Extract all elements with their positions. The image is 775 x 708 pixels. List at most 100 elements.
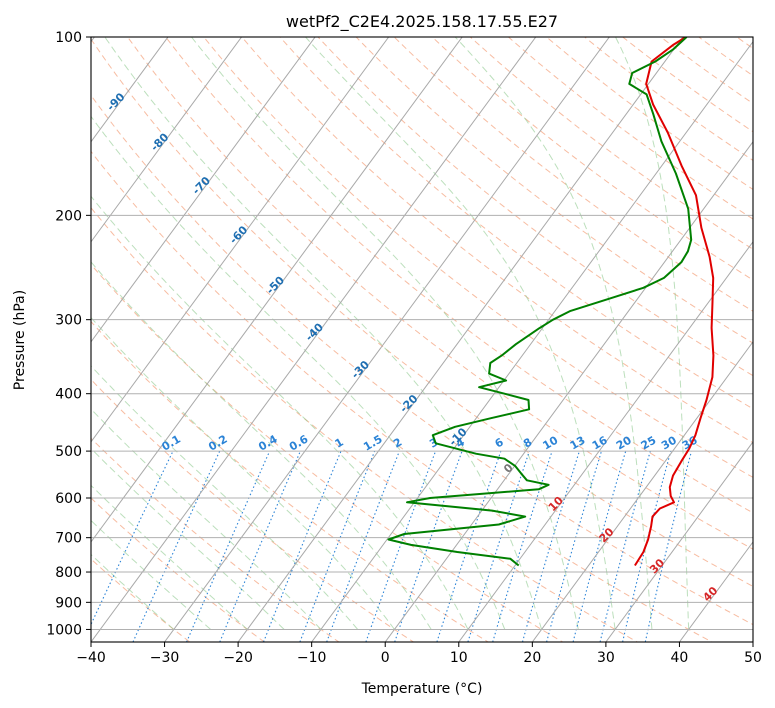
y-tick-label: 1000 xyxy=(46,622,82,638)
moist-adiabat-line xyxy=(305,37,616,630)
mixing-ratio-line xyxy=(622,450,672,642)
isotherm-line xyxy=(91,37,169,143)
isotherm-label: -90 xyxy=(104,90,127,113)
isotherm-line xyxy=(91,37,537,642)
isotherm-label-warm: 10 xyxy=(546,494,566,514)
isotherm-label: -30 xyxy=(349,358,372,381)
dry-adiabat-line xyxy=(165,37,753,514)
y-axis-ticks: 100 200 300 400 500 600 700 800 900 1000 xyxy=(46,30,91,638)
x-tick-label: −30 xyxy=(150,650,180,666)
mixing-ratio-line xyxy=(546,450,603,642)
dewpoint-profile-line xyxy=(387,37,693,567)
isotherm-line xyxy=(678,541,753,642)
isotherm-label: -80 xyxy=(148,130,171,153)
x-tick-label: 20 xyxy=(523,650,541,666)
isotherm-line xyxy=(163,37,610,642)
plot-frame xyxy=(90,36,754,643)
y-tick-label: 200 xyxy=(55,208,82,224)
mixing-ratio-line xyxy=(326,450,400,642)
dry-adiabat-line xyxy=(431,37,753,281)
mixing-ratio-line xyxy=(599,450,651,642)
mixing-ratio-label: 6 xyxy=(493,435,506,450)
dry-adiabat-line xyxy=(545,37,753,191)
y-tick-label: 500 xyxy=(55,444,82,460)
y-tick-label: 700 xyxy=(55,531,82,547)
plot-area: 0.1 0.2 0.4 0.6 1 1.5 2 3 4 6 8 10 13 16 20 25 30 36-100-… xyxy=(56,37,753,642)
dry-adiabat-line xyxy=(91,263,564,642)
dry-adiabat-line xyxy=(355,37,753,344)
x-axis-ticks: −40 −30 −20 −10 0 10 20 30 40 50 xyxy=(76,642,762,666)
mixing-ratio-label: 1.5 xyxy=(361,433,384,454)
moist-adiabat-line xyxy=(91,365,359,630)
isotherm-line xyxy=(91,37,243,243)
mixing-ratio-line xyxy=(436,450,502,642)
mixing-ratio-label: 25 xyxy=(639,434,659,453)
y-tick-label: 400 xyxy=(55,387,82,403)
mixing-ratio-lines xyxy=(91,450,693,642)
y-tick-label: 300 xyxy=(55,313,82,329)
dry-adiabat-line xyxy=(91,378,415,642)
x-tick-label: 40 xyxy=(671,650,689,666)
x-tick-label: 50 xyxy=(744,650,762,666)
mixing-ratio-label: 0.2 xyxy=(206,433,229,454)
sounding-series xyxy=(387,37,715,567)
dry-adiabat-line xyxy=(91,320,490,642)
x-axis-label: Temperature (°C) xyxy=(361,681,483,697)
dry-adiabat-line xyxy=(91,38,753,587)
isotherms xyxy=(91,37,753,642)
mixing-ratio-label: 10 xyxy=(540,433,560,452)
dry-adiabat-line xyxy=(91,497,266,642)
moist-adiabat-line xyxy=(91,484,248,630)
mixing-ratio-line xyxy=(521,450,580,642)
dry-adiabat-line xyxy=(317,37,753,377)
mixing-ratio-line xyxy=(262,450,342,642)
y-tick-label: 600 xyxy=(55,491,82,507)
moist-adiabat-line xyxy=(91,195,469,630)
moist-adiabat-line xyxy=(191,37,579,630)
x-tick-label: −40 xyxy=(76,650,106,666)
mixing-ratio-line xyxy=(394,450,463,642)
isotherm-line xyxy=(91,37,390,443)
moist-adiabat-line xyxy=(91,115,506,630)
dry-adiabat-line xyxy=(621,37,753,133)
x-tick-label: 0 xyxy=(381,650,390,666)
isotherm-label: -70 xyxy=(190,174,213,197)
dry-adiabat-line xyxy=(91,437,340,642)
moist-adiabat-line xyxy=(91,261,432,630)
dry-adiabat-line xyxy=(203,37,753,478)
chart-title: wetPf2_C2E4.2025.158.17.55.E27 xyxy=(286,12,558,32)
y-tick-label: 100 xyxy=(55,30,82,46)
isotherm-line xyxy=(458,240,753,642)
mixing-ratio-line xyxy=(91,450,174,626)
mixing-ratio-line xyxy=(492,450,553,642)
dry-adiabat-line xyxy=(91,150,713,642)
x-tick-label: −20 xyxy=(223,650,253,666)
dry-adiabat-line xyxy=(91,94,753,626)
dry-adiabat-line xyxy=(127,37,753,550)
mixing-ratio-line xyxy=(219,450,301,642)
dry-adiabat-line xyxy=(279,37,753,410)
isotherm-label: -100 xyxy=(56,49,85,78)
mixing-ratio-label: 16 xyxy=(590,433,610,452)
y-axis-label: Pressure (hPa) xyxy=(12,290,28,390)
x-tick-label: 30 xyxy=(597,650,615,666)
isotherm-label-warm: 0 xyxy=(501,461,516,476)
isobar-grid xyxy=(91,37,753,630)
dry-adiabat-line xyxy=(91,558,191,642)
isotherm-label: -40 xyxy=(303,320,326,343)
mixing-ratio-line xyxy=(365,450,437,642)
x-tick-label: −10 xyxy=(297,650,327,666)
moist-adiabat-line xyxy=(104,37,543,630)
moist-adiabat-line xyxy=(91,519,211,630)
mixing-ratio-label: 13 xyxy=(568,434,588,453)
isotherm-label-warm: 40 xyxy=(700,584,720,604)
dry-adiabat-line xyxy=(697,37,753,77)
moist-adiabat-line xyxy=(454,37,653,630)
moist-adiabat-line xyxy=(91,447,285,630)
isotherm-line xyxy=(605,441,753,642)
y-tick-label: 800 xyxy=(55,565,82,581)
dry-adiabat-line xyxy=(469,37,753,250)
isotherm-line xyxy=(91,37,316,343)
dry-adiabats xyxy=(91,37,753,642)
